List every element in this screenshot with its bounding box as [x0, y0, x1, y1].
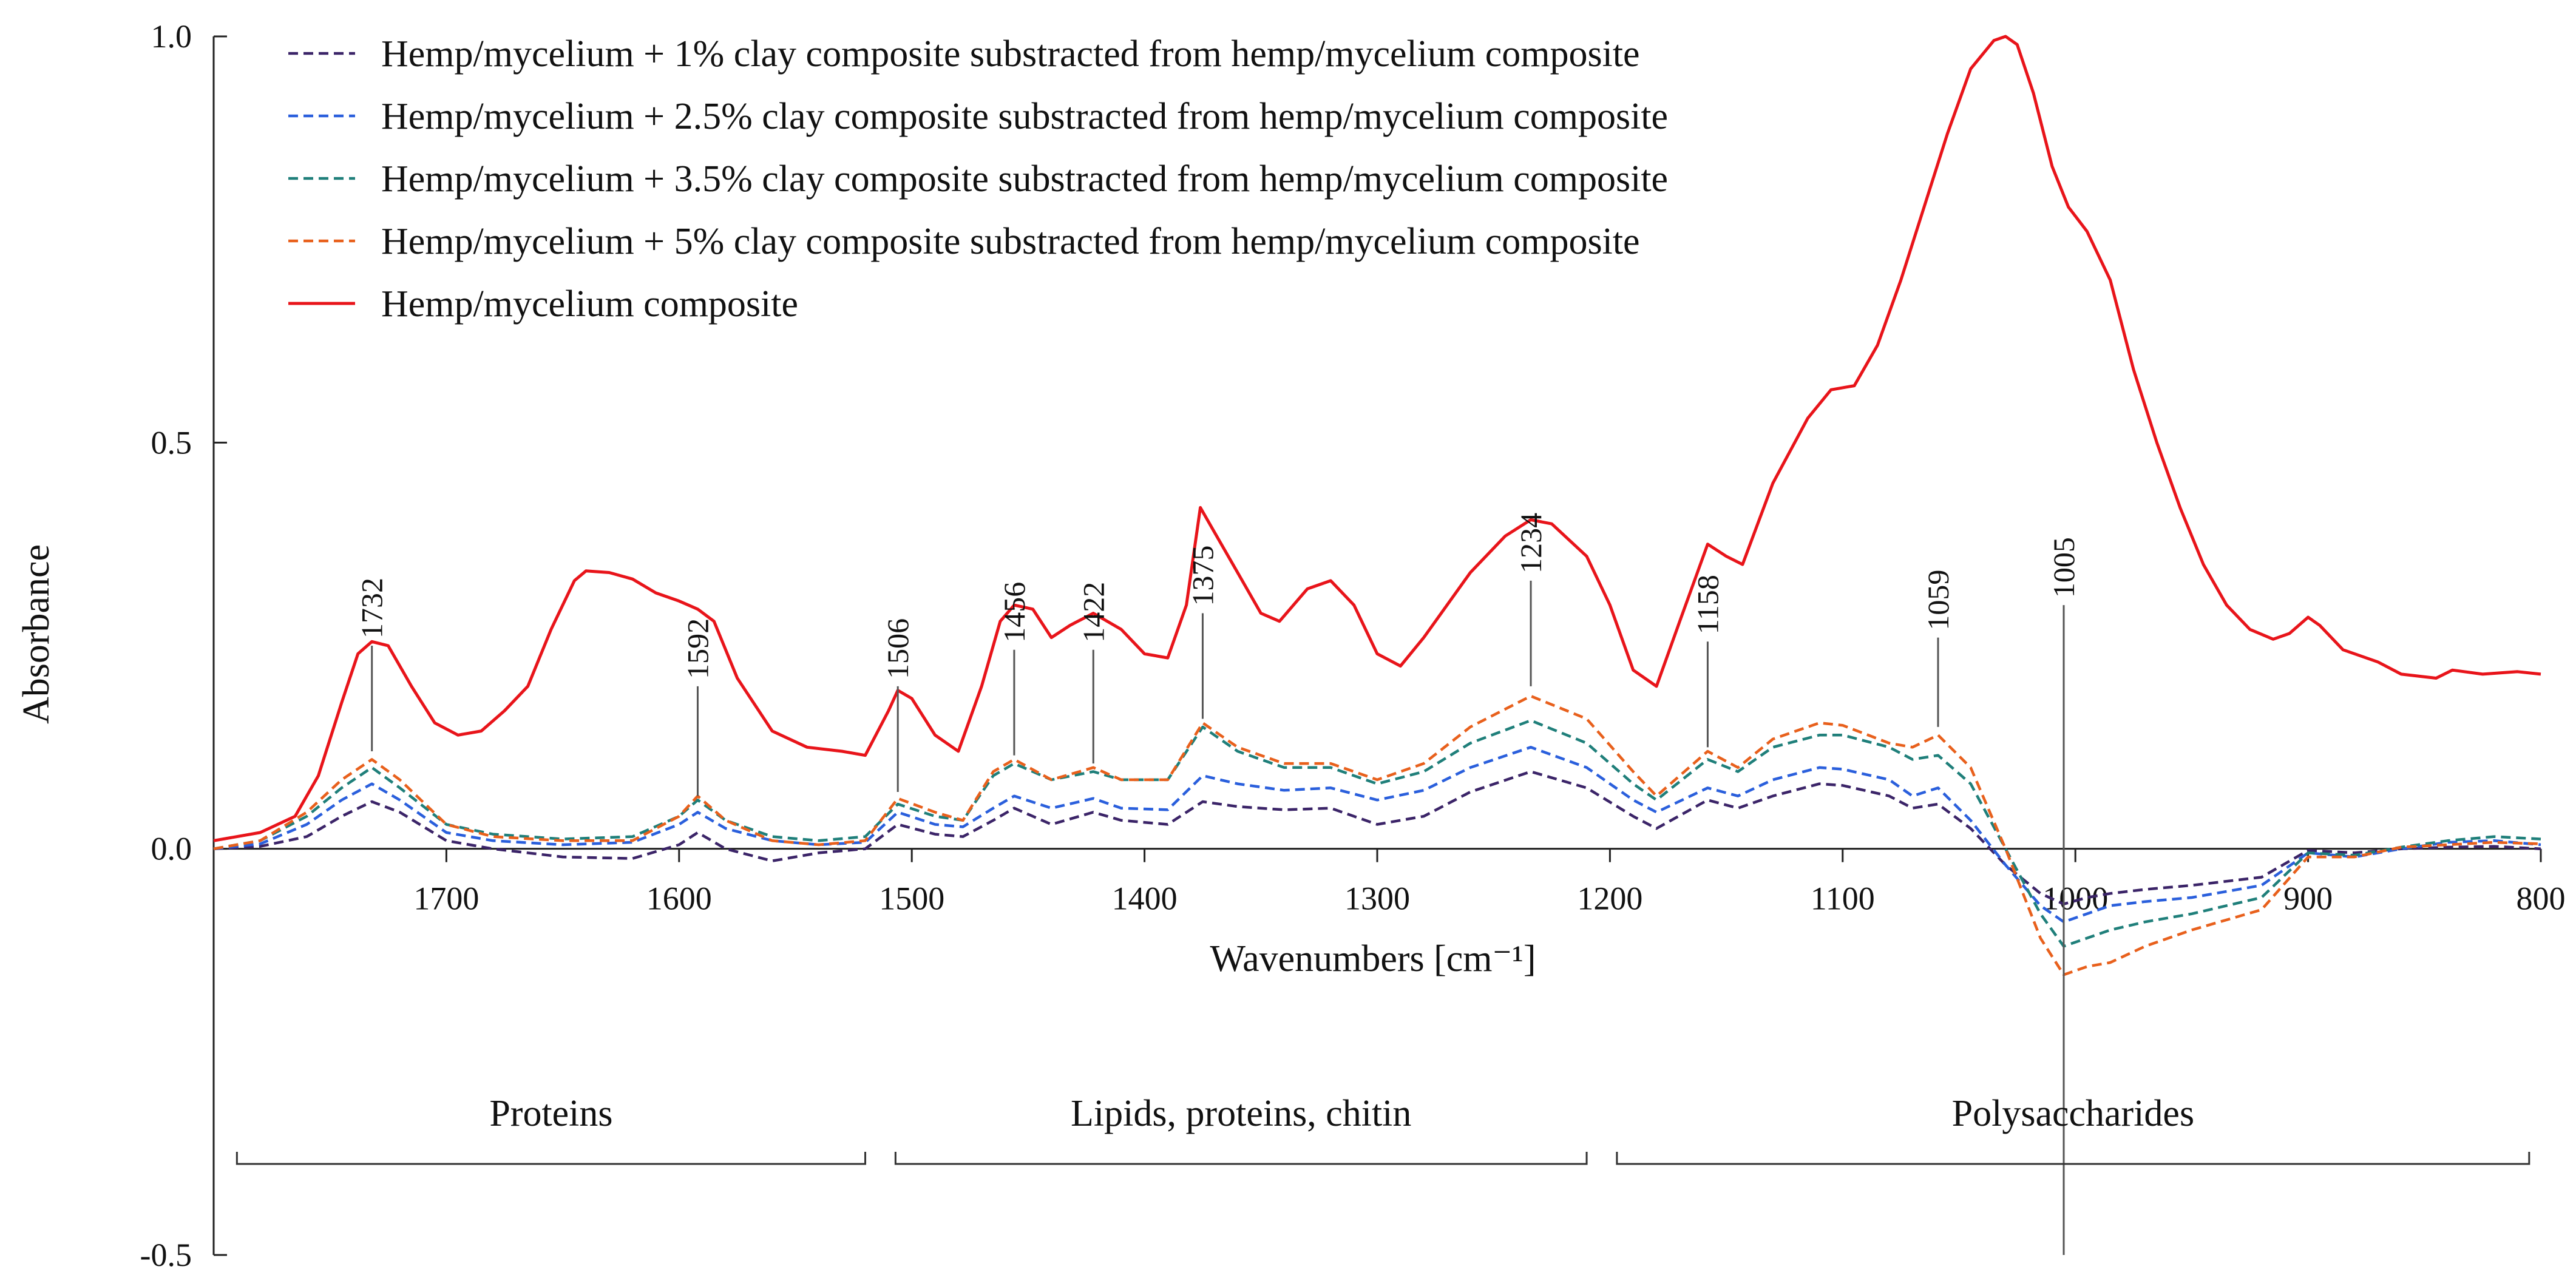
peak-label: 1158	[1690, 575, 1724, 634]
x-tick-label: 800	[2517, 881, 2566, 917]
x-tick-label: 1700	[413, 881, 479, 917]
x-tick-label: 900	[2283, 881, 2333, 917]
series-line-5	[213, 35, 2541, 842]
peak-label: 1456	[997, 582, 1031, 643]
region-label: Polysaccharides	[1952, 1093, 2194, 1134]
x-tick-label: 1600	[646, 881, 712, 917]
region-bracket	[1616, 1152, 2530, 1165]
peak-label: 1234	[1514, 513, 1548, 573]
y-tick-label: 0.0	[151, 831, 192, 867]
peak-annotations: 1732 1592 1506 1456 1422 1375 1234 1158 1059 1005	[355, 513, 2081, 1255]
series-line-2	[213, 746, 2541, 924]
peak-label: 1732	[355, 578, 389, 638]
peak-label: 1375	[1186, 546, 1220, 606]
y-tick-label: -0.5	[140, 1237, 192, 1273]
peak-label: 1592	[681, 618, 715, 679]
axes: 1700 1600 1500 1400 1300 1200 1100 1000 900 8001.…	[140, 18, 2566, 1273]
region-label: Proteins	[489, 1093, 612, 1134]
legend: Hemp/mycelium + 1% clay composite substr…	[288, 33, 1668, 325]
y-tick-label: 1.0	[151, 18, 192, 55]
legend-entry: Hemp/mycelium + 3.5% clay composite subs…	[381, 158, 1668, 200]
legend-entry: Hemp/mycelium composite	[381, 283, 798, 325]
series-lines	[213, 35, 2541, 976]
region-label: Lipids, proteins, chitin	[1071, 1093, 1411, 1134]
peak-label: 1005	[2047, 537, 2081, 598]
x-tick-label: 1400	[1112, 881, 1178, 917]
legend-entry: Hemp/mycelium + 2.5% clay composite subs…	[381, 96, 1668, 137]
x-axis-title: Wavenumbers [cm⁻¹]	[1210, 938, 1536, 979]
peak-label: 1422	[1076, 582, 1110, 643]
peak-label: 1506	[881, 618, 915, 679]
x-tick-label: 1100	[1811, 881, 1875, 917]
x-tick-label: 1300	[1344, 881, 1410, 917]
region-bracket	[236, 1152, 867, 1165]
peak-label: 1059	[1921, 570, 1955, 631]
y-axis-title: Absorbance	[16, 544, 57, 724]
region-bracket	[894, 1152, 1588, 1165]
y-tick-label: 0.5	[151, 424, 192, 461]
legend-entry: Hemp/mycelium + 5% clay composite substr…	[381, 221, 1640, 262]
series-line-4	[213, 694, 2541, 976]
x-tick-label: 1500	[879, 881, 944, 917]
legend-entry: Hemp/mycelium + 1% clay composite substr…	[381, 33, 1640, 75]
series-line-1	[213, 770, 2541, 905]
region-brackets: Proteins Lipids, proteins, chitin Polysacc…	[236, 1093, 2530, 1165]
x-tick-label: 1200	[1577, 881, 1642, 917]
